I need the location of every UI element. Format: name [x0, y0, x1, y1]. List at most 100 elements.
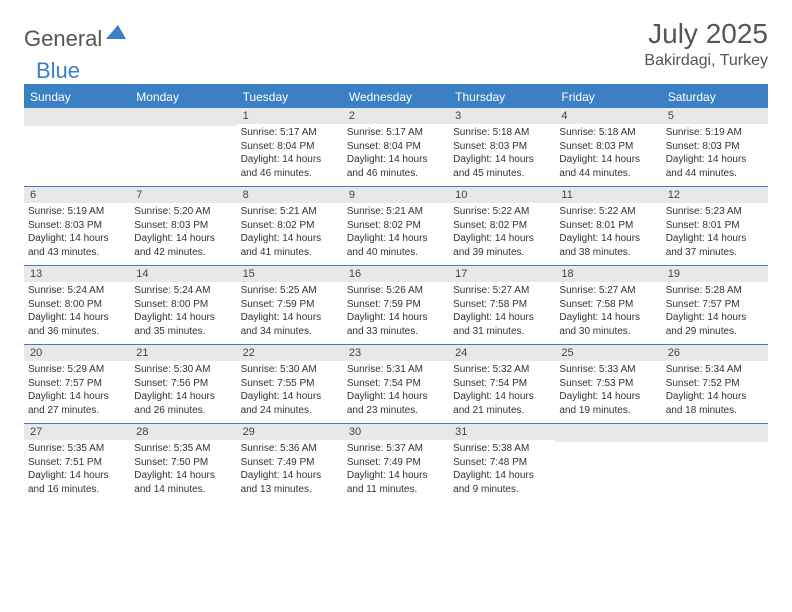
day-number: 24 — [449, 345, 555, 361]
day-number: 11 — [555, 187, 661, 203]
calendar-cell-empty — [662, 424, 768, 502]
day-info: Sunrise: 5:30 AMSunset: 7:56 PMDaylight:… — [134, 363, 232, 417]
day-info: Sunrise: 5:19 AMSunset: 8:03 PMDaylight:… — [28, 205, 126, 259]
calendar-cell: 1Sunrise: 5:17 AMSunset: 8:04 PMDaylight… — [237, 108, 343, 186]
day-number — [662, 424, 768, 442]
calendar-cell: 16 Sunrise: 5:26 AMSunset: 7:59 PMDayligh… — [343, 266, 449, 344]
day-number: 3 — [449, 108, 555, 124]
day-number: 21 — [130, 345, 236, 361]
calendar-cell: 5Sunrise: 5:19 AMSunset: 8:03 PMDaylight… — [662, 108, 768, 186]
calendar-cell: 20 Sunrise: 5:29 AMSunset: 7:57 PMDayligh… — [24, 345, 130, 423]
calendar-cell: 23 Sunrise: 5:31 AMSunset: 7:54 PMDayligh… — [343, 345, 449, 423]
day-number: 23 — [343, 345, 449, 361]
calendar-cell: 25 Sunrise: 5:33 AMSunset: 7:53 PMDayligh… — [555, 345, 661, 423]
calendar-cell: 7 Sunrise: 5:20 AMSunset: 8:03 PMDaylight… — [130, 187, 236, 265]
day-header: Saturday — [662, 86, 768, 108]
day-info: Sunrise: 5:31 AMSunset: 7:54 PMDaylight:… — [347, 363, 445, 417]
calendar-cell: 19 Sunrise: 5:28 AMSunset: 7:57 PMDayligh… — [662, 266, 768, 344]
day-number: 29 — [237, 424, 343, 440]
calendar-cell: 10Sunrise: 5:22 AMSunset: 8:02 PMDayligh… — [449, 187, 555, 265]
day-number: 8 — [237, 187, 343, 203]
calendar-cell: 2 Sunrise: 5:17 AMSunset: 8:04 PMDaylight… — [343, 108, 449, 186]
day-info: Sunrise: 5:27 AMSunset: 7:58 PMDaylight:… — [453, 284, 551, 338]
calendar-cell: 15 Sunrise: 5:25 AMSunset: 7:59 PMDayligh… — [237, 266, 343, 344]
day-number: 16 — [343, 266, 449, 282]
day-info: Sunrise: 5:26 AMSunset: 7:59 PMDaylight:… — [347, 284, 445, 338]
day-info: Sunrise: 5:20 AMSunset: 8:03 PMDaylight:… — [134, 205, 232, 259]
calendar-cell: 4 Sunrise: 5:18 AMSunset: 8:03 PMDaylight… — [555, 108, 661, 186]
calendar-cell: 22Sunrise: 5:30 AMSunset: 7:55 PMDayligh… — [237, 345, 343, 423]
calendar-cell: 26Sunrise: 5:34 AMSunset: 7:52 PMDayligh… — [662, 345, 768, 423]
day-info: Sunrise: 5:35 AMSunset: 7:51 PMDaylight:… — [28, 442, 126, 496]
day-number: 1 — [237, 108, 343, 124]
calendar-cell: 9Sunrise: 5:21 AMSunset: 8:02 PMDaylight… — [343, 187, 449, 265]
calendar-cell: 24 Sunrise: 5:32 AMSunset: 7:54 PMDayligh… — [449, 345, 555, 423]
day-info: Sunrise: 5:27 AMSunset: 7:58 PMDaylight:… — [559, 284, 657, 338]
calendar-cell: 3 Sunrise: 5:18 AMSunset: 8:03 PMDaylight… — [449, 108, 555, 186]
day-number: 6 — [24, 187, 130, 203]
day-info: Sunrise: 5:22 AMSunset: 8:02 PMDaylight:… — [453, 205, 551, 259]
day-number: 15 — [237, 266, 343, 282]
day-info: Sunrise: 5:33 AMSunset: 7:53 PMDaylight:… — [559, 363, 657, 417]
day-info: Sunrise: 5:21 AMSunset: 8:02 PMDaylight:… — [241, 205, 339, 259]
title-block: July 2025 Bakirdagi, Turkey — [644, 18, 768, 70]
day-info: Sunrise: 5:18 AMSunset: 8:03 PMDaylight:… — [453, 126, 551, 180]
logo-text-2: Blue — [36, 58, 80, 83]
day-header: Monday — [130, 86, 236, 108]
day-info: Sunrise: 5:25 AMSunset: 7:59 PMDaylight:… — [241, 284, 339, 338]
day-info: Sunrise: 5:24 AMSunset: 8:00 PMDaylight:… — [134, 284, 232, 338]
logo: General — [24, 18, 128, 52]
calendar-cell: 12Sunrise: 5:23 AMSunset: 8:01 PMDayligh… — [662, 187, 768, 265]
calendar-cell: 21 Sunrise: 5:30 AMSunset: 7:56 PMDayligh… — [130, 345, 236, 423]
day-header: Wednesday — [343, 86, 449, 108]
day-number: 31 — [449, 424, 555, 440]
day-info: Sunrise: 5:38 AMSunset: 7:48 PMDaylight:… — [453, 442, 551, 496]
calendar-cell: 17 Sunrise: 5:27 AMSunset: 7:58 PMDayligh… — [449, 266, 555, 344]
day-number: 14 — [130, 266, 236, 282]
day-number — [555, 424, 661, 442]
day-info: Sunrise: 5:21 AMSunset: 8:02 PMDaylight:… — [347, 205, 445, 259]
day-info: Sunrise: 5:30 AMSunset: 7:55 PMDaylight:… — [241, 363, 339, 417]
day-info: Sunrise: 5:23 AMSunset: 8:01 PMDaylight:… — [666, 205, 764, 259]
day-info: Sunrise: 5:19 AMSunset: 8:03 PMDaylight:… — [666, 126, 764, 180]
calendar-cell: 30Sunrise: 5:37 AMSunset: 7:49 PMDayligh… — [343, 424, 449, 502]
day-info: Sunrise: 5:18 AMSunset: 8:03 PMDaylight:… — [559, 126, 657, 180]
day-info: Sunrise: 5:28 AMSunset: 7:57 PMDaylight:… — [666, 284, 764, 338]
calendar-cell-empty — [130, 108, 236, 186]
day-number: 26 — [662, 345, 768, 361]
day-number: 27 — [24, 424, 130, 440]
day-number: 19 — [662, 266, 768, 282]
logo-triangle-icon — [106, 25, 126, 44]
calendar-cell: 13Sunrise: 5:24 AMSunset: 8:00 PMDayligh… — [24, 266, 130, 344]
day-info: Sunrise: 5:29 AMSunset: 7:57 PMDaylight:… — [28, 363, 126, 417]
day-info: Sunrise: 5:32 AMSunset: 7:54 PMDaylight:… — [453, 363, 551, 417]
day-header: Sunday — [24, 86, 130, 108]
calendar-cell: 8 Sunrise: 5:21 AMSunset: 8:02 PMDaylight… — [237, 187, 343, 265]
day-number: 30 — [343, 424, 449, 440]
day-info: Sunrise: 5:22 AMSunset: 8:01 PMDaylight:… — [559, 205, 657, 259]
day-number: 17 — [449, 266, 555, 282]
day-number: 20 — [24, 345, 130, 361]
calendar-cell: 28Sunrise: 5:35 AMSunset: 7:50 PMDayligh… — [130, 424, 236, 502]
logo-text-1: General — [24, 26, 102, 52]
day-number — [130, 108, 236, 126]
day-number: 2 — [343, 108, 449, 124]
calendar-cell: 29 Sunrise: 5:36 AMSunset: 7:49 PMDayligh… — [237, 424, 343, 502]
day-header: Friday — [555, 86, 661, 108]
day-number: 7 — [130, 187, 236, 203]
calendar-cell: 6 Sunrise: 5:19 AMSunset: 8:03 PMDaylight… — [24, 187, 130, 265]
calendar-cell-empty — [555, 424, 661, 502]
day-info: Sunrise: 5:17 AMSunset: 8:04 PMDaylight:… — [347, 126, 445, 180]
calendar-cell: 18Sunrise: 5:27 AMSunset: 7:58 PMDayligh… — [555, 266, 661, 344]
calendar-cell-empty — [24, 108, 130, 186]
calendar-cell: 11 Sunrise: 5:22 AMSunset: 8:01 PMDayligh… — [555, 187, 661, 265]
day-info: Sunrise: 5:24 AMSunset: 8:00 PMDaylight:… — [28, 284, 126, 338]
day-number: 4 — [555, 108, 661, 124]
day-info: Sunrise: 5:36 AMSunset: 7:49 PMDaylight:… — [241, 442, 339, 496]
calendar-grid: SundayMondayTuesdayWednesdayThursdayFrid… — [24, 84, 768, 502]
day-number — [24, 108, 130, 126]
calendar-cell: 14 Sunrise: 5:24 AMSunset: 8:00 PMDayligh… — [130, 266, 236, 344]
day-number: 25 — [555, 345, 661, 361]
month-title: July 2025 — [644, 18, 768, 50]
calendar-cell: 31 Sunrise: 5:38 AMSunset: 7:48 PMDayligh… — [449, 424, 555, 502]
